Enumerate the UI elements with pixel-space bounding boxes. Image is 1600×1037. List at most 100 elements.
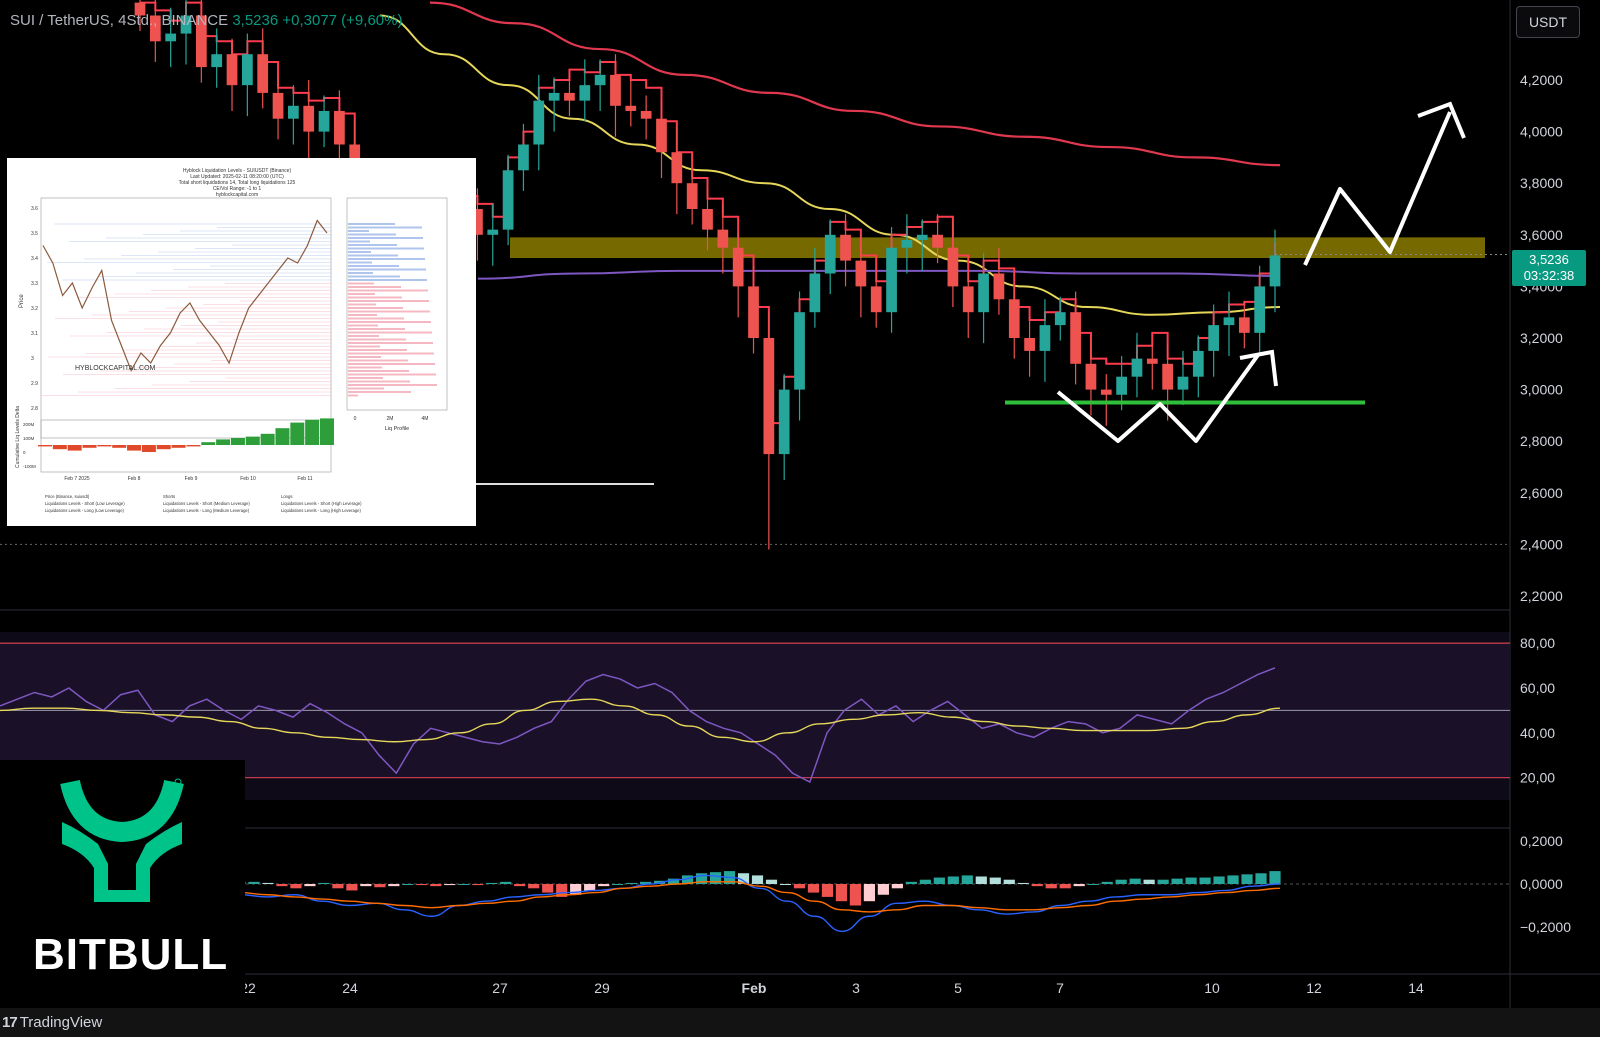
candle-body[interactable]	[1100, 389, 1112, 395]
candle-body[interactable]	[732, 247, 744, 287]
macd-histogram-bar[interactable]	[751, 875, 764, 884]
macd-histogram-bar[interactable]	[793, 884, 806, 889]
candle-body[interactable]	[932, 234, 943, 248]
candle-body[interactable]	[870, 286, 882, 313]
macd-histogram-bar[interactable]	[1115, 879, 1127, 884]
macd-histogram-bar[interactable]	[458, 884, 470, 885]
macd-histogram-bar[interactable]	[1227, 875, 1239, 884]
candle-body[interactable]	[1008, 299, 1020, 338]
candle-body[interactable]	[778, 389, 790, 455]
candle-body[interactable]	[794, 312, 805, 390]
candle-body[interactable]	[272, 92, 284, 119]
macd-histogram-bar[interactable]	[933, 877, 945, 884]
macd-histogram-bar[interactable]	[919, 879, 931, 884]
candle-body[interactable]	[748, 286, 759, 338]
projection-zigzag[interactable]	[1303, 111, 1452, 266]
currency-button[interactable]: USDT	[1516, 6, 1580, 38]
ema-100-line[interactable]	[477, 269, 1281, 280]
candle-body[interactable]	[594, 74, 606, 86]
candle-body[interactable]	[1254, 286, 1266, 333]
candle-body[interactable]	[916, 234, 928, 240]
macd-histogram-bar[interactable]	[1017, 882, 1029, 884]
candle-body[interactable]	[656, 118, 667, 153]
macd-histogram-bar[interactable]	[1185, 877, 1197, 884]
macd-histogram-bar[interactable]	[989, 877, 1001, 884]
candle-body[interactable]	[686, 183, 698, 209]
macd-histogram-bar[interactable]	[695, 873, 708, 884]
rsi-ma-line[interactable]	[0, 698, 1281, 743]
macd-histogram-bar[interactable]	[1101, 881, 1113, 884]
candle-body[interactable]	[1146, 358, 1158, 364]
candle-body[interactable]	[211, 54, 223, 68]
macd-histogram-bar[interactable]	[877, 884, 889, 895]
candle-body[interactable]	[947, 247, 959, 287]
candle-body[interactable]	[993, 273, 1005, 300]
candle-body[interactable]	[564, 92, 575, 101]
macd-histogram-bar[interactable]	[1255, 873, 1267, 884]
candle-body[interactable]	[288, 105, 299, 119]
w-bottom-drawing[interactable]	[1056, 353, 1260, 443]
candle-body[interactable]	[840, 234, 851, 261]
candle-body[interactable]	[1208, 325, 1220, 351]
macd-histogram-bar[interactable]	[430, 884, 442, 887]
macd-histogram-bar[interactable]	[681, 875, 694, 884]
macd-histogram-bar[interactable]	[1087, 884, 1099, 885]
macd-histogram-bar[interactable]	[1129, 878, 1141, 884]
macd-histogram-bar[interactable]	[975, 876, 987, 884]
macd-histogram-bar[interactable]	[1045, 884, 1057, 889]
macd-histogram-bar[interactable]	[332, 884, 344, 889]
macd-histogram-bar[interactable]	[472, 884, 484, 886]
candle-body[interactable]	[487, 229, 499, 235]
candle-body[interactable]	[149, 15, 161, 42]
macd-histogram-bar[interactable]	[514, 884, 526, 887]
supertrend-line[interactable]	[140, 1, 1276, 425]
macd-histogram-bar[interactable]	[500, 881, 512, 884]
macd-histogram-bar[interactable]	[598, 884, 610, 887]
candle-body[interactable]	[855, 260, 867, 287]
macd-histogram-bar[interactable]	[1213, 876, 1225, 884]
candle-body[interactable]	[1024, 338, 1035, 351]
macd-histogram-bar[interactable]	[947, 876, 959, 884]
macd-histogram-bar[interactable]	[248, 881, 260, 884]
candle-body[interactable]	[579, 85, 591, 101]
macd-histogram-bar[interactable]	[1073, 884, 1085, 887]
macd-histogram-bar[interactable]	[486, 882, 498, 884]
macd-line[interactable]	[239, 874, 1281, 933]
candle-body[interactable]	[518, 144, 529, 171]
macd-histogram-bar[interactable]	[556, 884, 568, 897]
candle-body[interactable]	[1269, 255, 1281, 287]
candle-body[interactable]	[1162, 363, 1174, 390]
candle-body[interactable]	[472, 209, 483, 235]
rsi-line[interactable]	[0, 667, 1276, 784]
macd-histogram-bar[interactable]	[570, 884, 582, 895]
candle-body[interactable]	[334, 110, 345, 145]
macd-histogram-bar[interactable]	[318, 882, 330, 884]
candle-body[interactable]	[241, 54, 253, 86]
candle-body[interactable]	[1177, 376, 1189, 390]
macd-histogram-bar[interactable]	[640, 881, 652, 884]
candle-body[interactable]	[180, 15, 192, 34]
macd-histogram-bar[interactable]	[290, 884, 302, 889]
macd-histogram-bar[interactable]	[863, 884, 875, 902]
macd-histogram-bar[interactable]	[667, 878, 680, 884]
candle-body[interactable]	[717, 229, 729, 248]
macd-histogram-bar[interactable]	[1003, 879, 1015, 884]
macd-histogram-bar[interactable]	[779, 884, 792, 885]
macd-histogram-bar[interactable]	[821, 884, 834, 897]
candle-body[interactable]	[165, 33, 177, 42]
candle-body[interactable]	[226, 54, 238, 86]
candle-body[interactable]	[533, 100, 545, 145]
candle-body[interactable]	[625, 105, 637, 111]
macd-histogram-bar[interactable]	[1031, 884, 1043, 887]
candle-body[interactable]	[824, 234, 836, 274]
candle-body[interactable]	[548, 92, 560, 101]
candle-body[interactable]	[640, 110, 652, 119]
symbol-header[interactable]: SUI / TetherUS, 4Std., BINANCE 3,5236 +0…	[10, 12, 402, 29]
candle-body[interactable]	[809, 273, 821, 313]
macd-histogram-bar[interactable]	[1157, 879, 1169, 884]
macd-histogram-bar[interactable]	[709, 872, 722, 884]
candle-body[interactable]	[901, 239, 913, 248]
candle-body[interactable]	[1131, 358, 1143, 377]
candle-body[interactable]	[1085, 363, 1097, 390]
